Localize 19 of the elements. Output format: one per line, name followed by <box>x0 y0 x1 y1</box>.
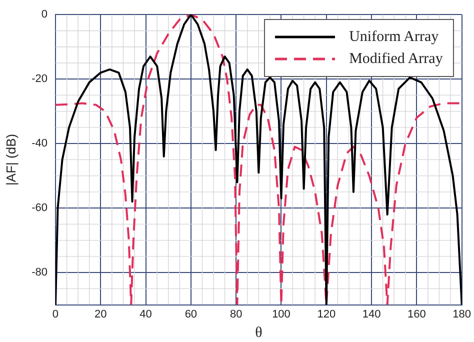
y-tick-label: -40 <box>32 138 48 150</box>
x-tick-label: 20 <box>94 308 107 320</box>
legend-label: Uniform Array <box>349 28 439 47</box>
x-tick-label: 160 <box>407 308 426 320</box>
legend-label: Modified Array <box>349 50 443 69</box>
x-tick-label: 40 <box>140 308 152 320</box>
x-tick-label: 100 <box>272 308 290 320</box>
y-tick-label: -60 <box>32 202 48 214</box>
y-tick-label: -80 <box>32 266 48 279</box>
x-tick-label: 80 <box>230 308 242 320</box>
y-tick-label: -20 <box>32 73 48 86</box>
x-tick-label: 140 <box>362 308 381 320</box>
x-tick-label: 0 <box>52 308 59 320</box>
x-axis-title: θ <box>255 324 262 341</box>
x-tick-label: 120 <box>317 308 336 320</box>
y-axis-title: |AF| (dB) <box>3 134 18 186</box>
x-tick-label: 60 <box>184 308 198 320</box>
y-tick-label: 0 <box>41 8 48 21</box>
x-tick-label: 180 <box>452 308 472 320</box>
